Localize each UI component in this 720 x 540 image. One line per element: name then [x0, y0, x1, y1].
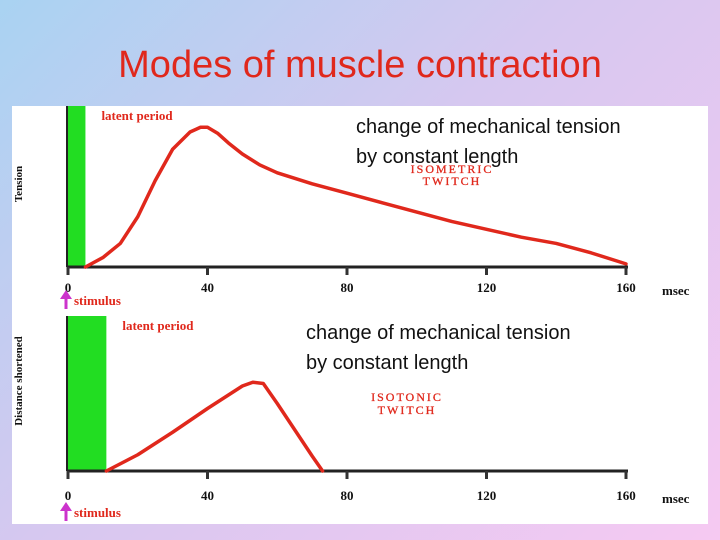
- isotonic-note-line-2: by constant length: [306, 352, 469, 374]
- twitch-name-label: ISOMETRIC: [411, 162, 494, 176]
- x-tick-label: 160: [616, 280, 636, 295]
- x-tick-label: 120: [477, 488, 497, 503]
- x-tick-label: 0: [65, 488, 72, 503]
- x-tick-label: 80: [341, 488, 354, 503]
- twitch-charts: latent period 0 40 80 120 160 msec Tension stimu…: [13, 106, 690, 521]
- x-tick-label: 120: [477, 280, 497, 295]
- stimulus-arrow-icon: [60, 290, 72, 299]
- twitch-curve: [83, 125, 628, 269]
- stimulus-label: stimulus: [74, 505, 121, 520]
- x-unit-label: msec: [662, 283, 690, 298]
- x-tick-label: 80: [341, 280, 354, 295]
- twitch-name-label: ISOTONIC: [371, 390, 443, 404]
- x-tick-label: 160: [616, 488, 636, 503]
- twitch-curve: [104, 380, 325, 473]
- y-axis-label: Tension: [13, 166, 25, 202]
- twitch-name-label: TWITCH: [423, 174, 482, 188]
- y-axis-label: Distance shortened: [13, 336, 25, 426]
- chart-panel: latent period 0 40 80 120 160 msec Tension stimu…: [12, 106, 708, 524]
- stimulus-arrow-icon: [60, 502, 72, 511]
- isotonic-note: change of mechanical tension by constant…: [306, 318, 571, 378]
- latent-period-band: [68, 106, 86, 267]
- latent-period-band: [68, 316, 107, 471]
- page-title: Modes of muscle contraction: [118, 44, 602, 86]
- x-tick-label: 40: [201, 488, 214, 503]
- isometric-note: change of mechanical tension by constant…: [356, 112, 621, 172]
- x-tick-label: 0: [65, 280, 72, 295]
- isometric-note-line-2: by constant length: [356, 146, 519, 168]
- latent-period-label: latent period: [101, 108, 173, 123]
- isometric-note-line-1: change of mechanical tension: [356, 116, 621, 138]
- x-unit-label: msec: [662, 491, 690, 506]
- twitch-name-label: TWITCH: [378, 403, 437, 417]
- x-tick-label: 40: [201, 280, 214, 295]
- isotonic-note-line-1: change of mechanical tension: [306, 322, 571, 344]
- latent-period-label: latent period: [122, 318, 194, 333]
- stimulus-label: stimulus: [74, 293, 121, 308]
